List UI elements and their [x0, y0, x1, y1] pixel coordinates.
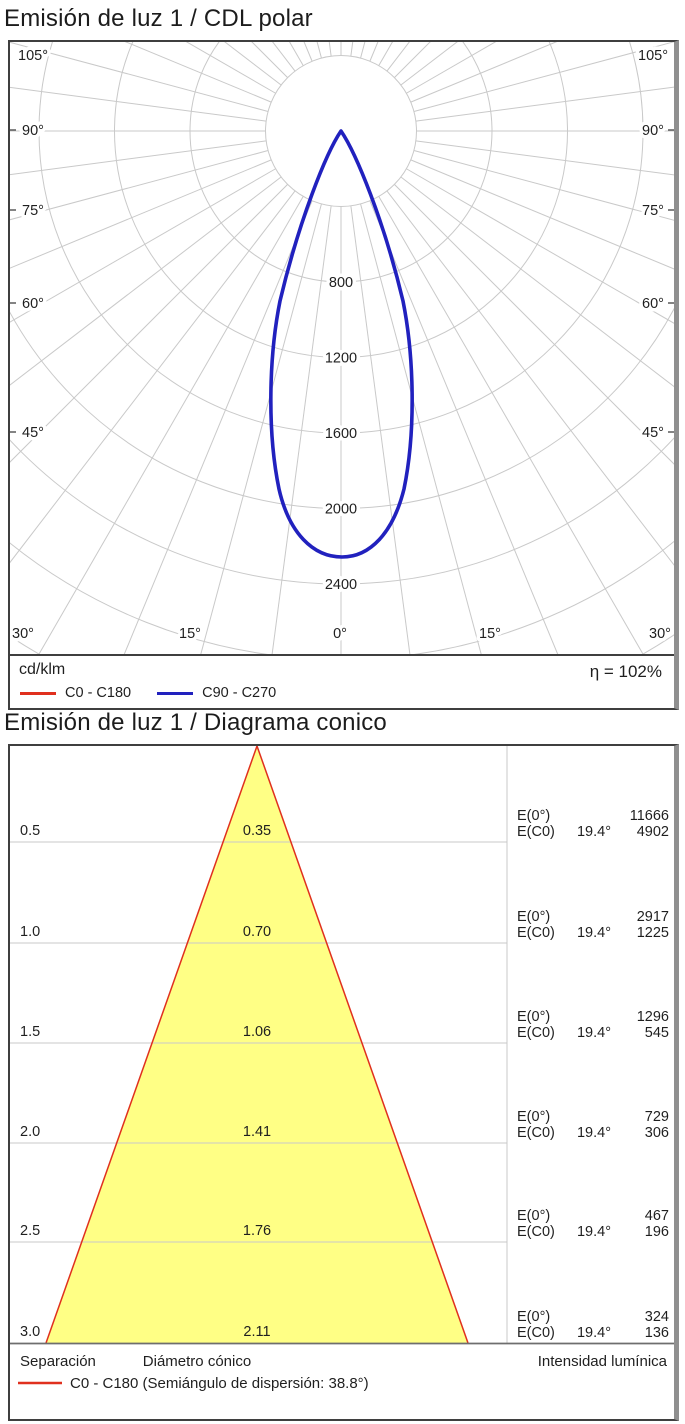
diameter-value: 1.76 [243, 1223, 271, 1239]
angle-label-right: 45° [642, 425, 664, 441]
cone-beam-fill [46, 746, 468, 1343]
e0-value: 1296 [637, 1009, 669, 1025]
legend-swatch-c90-c270 [157, 691, 194, 695]
e0-value: 467 [645, 1208, 669, 1224]
e0-label: E(0°) [517, 1009, 550, 1025]
cone-gridlines [10, 746, 508, 1343]
e0-value: 729 [645, 1109, 669, 1125]
ec0-label: E(C0) [517, 925, 555, 941]
polar-angle-labels: 105° 90° 75° 60° 45° 30° 105° 90° 75° 60… [9, 45, 675, 646]
half-angle: 19.4° [577, 1025, 611, 1041]
polar-border-ticks [10, 129, 674, 433]
polar-legend: cd/klm η = 102% C0 - C180 C90 - C270 [10, 654, 674, 708]
footer-diameter-label: Diámetro cónico [143, 1353, 251, 1370]
e0-value: 11666 [630, 808, 669, 824]
ec0-value: 306 [645, 1125, 669, 1141]
angle-label-left: 60° [22, 296, 44, 312]
e0-label: E(0°) [517, 909, 550, 925]
separation-value: 0.5 [20, 823, 40, 839]
e0-label: E(0°) [517, 1309, 550, 1325]
radial-label: 1200 [325, 351, 357, 367]
separation-value: 2.5 [20, 1223, 40, 1239]
ec0-label: E(C0) [517, 1025, 555, 1041]
polar-radial-labels: 800 1200 1600 2000 2400 [321, 272, 360, 597]
ec0-label: E(C0) [517, 824, 555, 840]
diameter-value: 0.35 [243, 823, 271, 839]
separation-value: 2.0 [20, 1124, 40, 1140]
angle-label-left: 75° [22, 203, 44, 219]
angle-label-right: 90° [642, 123, 664, 139]
legend-label-c90-c270: C90 - C270 [202, 685, 277, 701]
diameter-value: 1.41 [243, 1124, 271, 1140]
polar-plot: 800 1200 1600 2000 2400 105° 90° 75° 60°… [0, 0, 685, 781]
e0-value: 324 [645, 1309, 669, 1325]
e0-label: E(0°) [517, 1208, 550, 1224]
radial-label: 2000 [325, 502, 357, 518]
e0-label: E(0°) [517, 808, 550, 824]
angle-label-right: 105° [638, 48, 668, 64]
legend-label-c0-c180: C0 - C180 [65, 685, 132, 701]
angle-label-right: 30° [649, 626, 671, 642]
angle-label-left: 30° [12, 626, 34, 642]
cone-legend-label: C0 - C180 (Semiángulo de dispersión: 38.… [70, 1375, 369, 1392]
angle-label-bottom: 15° [179, 626, 201, 642]
legend-series-row: C0 - C180 C90 - C270 [20, 685, 276, 701]
angle-label-left: 45° [22, 425, 44, 441]
ec0-value: 545 [645, 1025, 669, 1041]
angle-label-bottom: 0° [333, 626, 347, 642]
cone-section-title: Emisión de luz 1 / Diagrama conico [4, 709, 387, 736]
half-angle: 19.4° [577, 1224, 611, 1240]
ec0-label: E(C0) [517, 1125, 555, 1141]
footer-intensity-label: Intensidad lumínica [538, 1353, 668, 1370]
angle-label-right: 75° [642, 203, 664, 219]
ec0-label: E(C0) [517, 1325, 555, 1341]
ec0-value: 1225 [637, 925, 669, 941]
half-angle: 19.4° [577, 925, 611, 941]
efficiency-label: η = 102% [589, 662, 662, 681]
angle-label-left: 90° [22, 123, 44, 139]
diameter-value: 0.70 [243, 924, 271, 940]
radial-label: 800 [329, 275, 353, 291]
angle-label-right: 60° [642, 296, 664, 312]
half-angle: 19.4° [577, 824, 611, 840]
diameter-value: 1.06 [243, 1024, 271, 1040]
legend-swatch-c0-c180 [20, 691, 56, 695]
radial-label: 2400 [325, 577, 357, 593]
e0-value: 2917 [637, 909, 669, 925]
separation-value: 3.0 [20, 1324, 40, 1340]
separation-value: 1.5 [20, 1024, 40, 1040]
diameter-value: 2.11 [243, 1324, 270, 1340]
cone-diagram-panel: 0.5 0.35 E(0°) E(C0) 19.4° 11666 4902 1.… [8, 744, 679, 1421]
unit-label: cd/klm [19, 661, 66, 678]
polar-curve-c90-c270 [269, 129, 414, 559]
cone-beam-edges [45, 745, 469, 1344]
ec0-value: 136 [645, 1325, 669, 1341]
angle-label-left: 105° [18, 48, 48, 64]
cone-rows: 0.5 0.35 E(0°) E(C0) 19.4° 11666 4902 1.… [20, 808, 669, 1341]
cone-footer: Separación Diámetro cónico Intensidad lu… [18, 1353, 668, 1392]
polar-diagram-panel: 800 1200 1600 2000 2400 105° 90° 75° 60°… [0, 0, 685, 781]
ec0-value: 4902 [637, 824, 669, 840]
half-angle: 19.4° [577, 1125, 611, 1141]
ec0-label: E(C0) [517, 1224, 555, 1240]
cone-plot: 0.5 0.35 E(0°) E(C0) 19.4° 11666 4902 1.… [10, 745, 674, 1392]
half-angle: 19.4° [577, 1325, 611, 1341]
ec0-value: 196 [645, 1224, 669, 1240]
e0-label: E(0°) [517, 1109, 550, 1125]
radial-label: 1600 [325, 426, 357, 442]
angle-label-bottom: 15° [479, 626, 501, 642]
polar-section-title: Emisión de luz 1 / CDL polar [4, 5, 313, 32]
footer-separation-label: Separación [20, 1353, 96, 1370]
separation-value: 1.0 [20, 924, 40, 940]
